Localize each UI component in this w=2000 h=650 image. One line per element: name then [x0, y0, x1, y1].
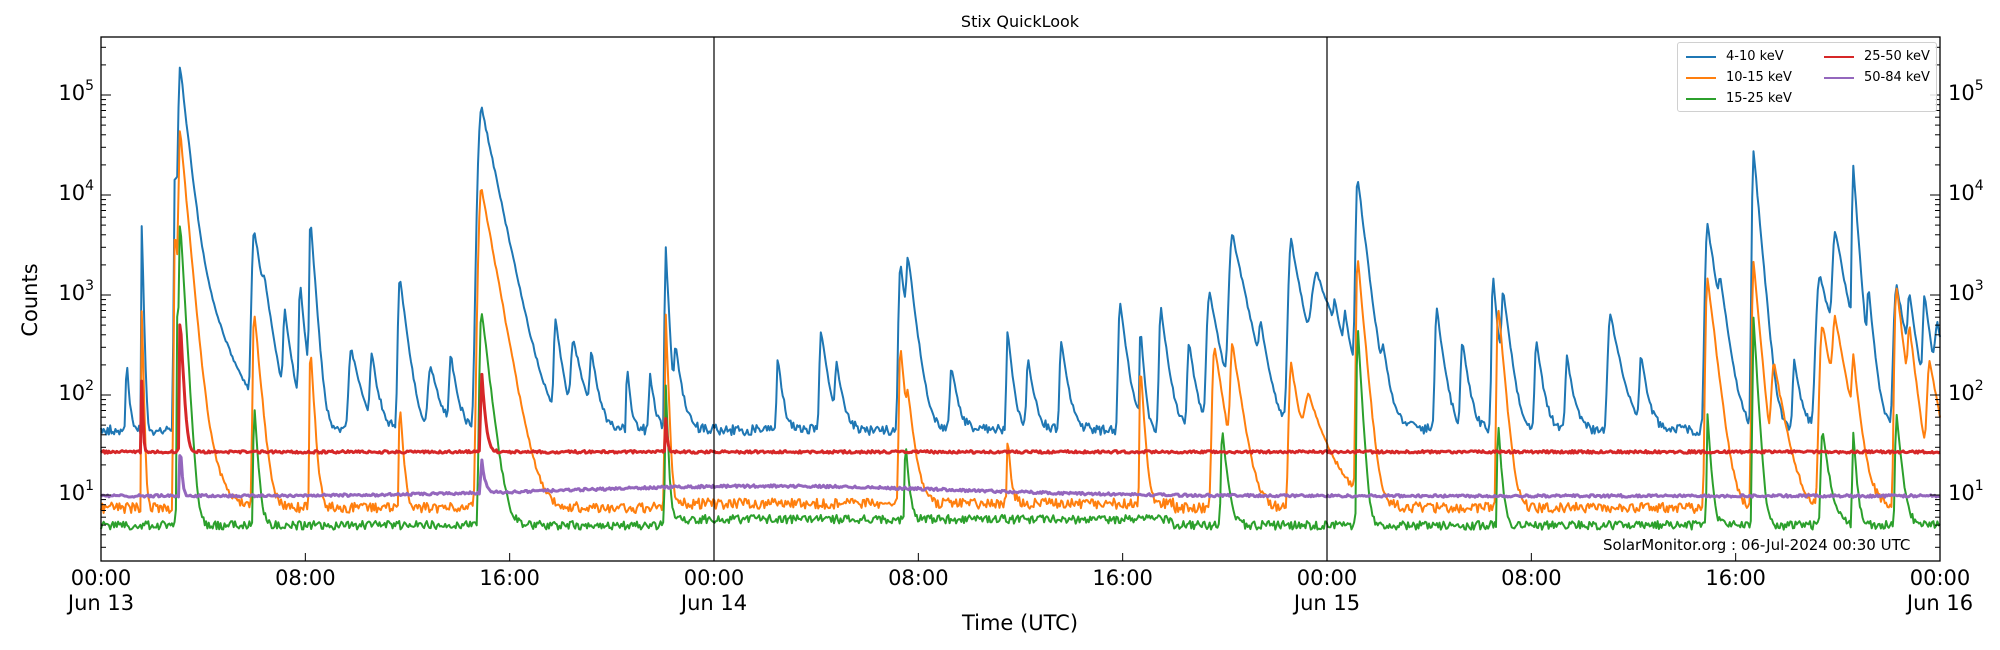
- legend: 4-10 keV 10-15 keV 15-25 keV 25-50 keV 5…: [1677, 42, 1937, 112]
- chart-title: Stix QuickLook: [960, 12, 1080, 31]
- legend-swatch: [1824, 55, 1854, 58]
- x-tick-label: 16:00: [1092, 566, 1153, 590]
- legend-label: 15-25 keV: [1726, 91, 1792, 106]
- legend-item-10-15kev: 10-15 keV: [1686, 70, 1792, 85]
- x-tick-label: 16:00: [479, 566, 540, 590]
- y-tick-label-left: 103: [58, 278, 94, 305]
- legend-swatch: [1686, 55, 1716, 58]
- y-tick-label-left: 102: [58, 378, 94, 405]
- series-line-10-15kev: [100, 130, 1941, 514]
- x-tick-label: 08:00: [1501, 566, 1562, 590]
- y-tick-label-right: 102: [1948, 378, 1984, 405]
- source-annotation: SolarMonitor.org : 06-Jul-2024 00:30 UTC: [1603, 536, 1911, 554]
- legend-item-50-84kev: 50-84 keV: [1824, 70, 1930, 85]
- y-tick-label-right: 101: [1948, 478, 1984, 505]
- axis-ticks: [100, 46, 1941, 561]
- y-tick-label-left: 104: [58, 178, 94, 205]
- legend-swatch: [1686, 76, 1716, 79]
- x-tick-label: 00:00 Jun 16: [1906, 566, 1974, 615]
- x-tick-label: 16:00: [1705, 566, 1766, 590]
- y-axis-label: Counts: [18, 263, 42, 337]
- legend-label: 4-10 keV: [1726, 49, 1784, 64]
- legend-item-15-25kev: 15-25 keV: [1686, 91, 1792, 106]
- legend-item-4-10kev: 4-10 keV: [1686, 49, 1784, 64]
- day-separators: [713, 37, 1328, 561]
- series-line-25-50kev: [100, 323, 1941, 455]
- legend-label: 50-84 keV: [1864, 70, 1930, 85]
- x-tick-label: 00:00 Jun 13: [67, 566, 135, 615]
- legend-swatch: [1824, 76, 1854, 79]
- y-tick-label-right: 104: [1948, 178, 1984, 205]
- x-tick-label: 00:00 Jun 14: [680, 566, 748, 615]
- legend-item-25-50kev: 25-50 keV: [1824, 49, 1930, 64]
- legend-label: 10-15 keV: [1726, 70, 1792, 85]
- plot-frame: [100, 36, 1941, 562]
- x-tick-label: 08:00: [888, 566, 949, 590]
- series-line-50-84kev: [100, 454, 1941, 499]
- series-layer: [100, 66, 1941, 531]
- x-axis-label: Time (UTC): [961, 611, 1079, 635]
- y-tick-label-right: 103: [1948, 278, 1984, 305]
- y-tick-label-left: 101: [58, 478, 94, 505]
- series-line-4-10kev: [100, 66, 1941, 437]
- x-tick-label: 00:00 Jun 15: [1293, 566, 1361, 615]
- y-tick-label-left: 105: [58, 78, 94, 105]
- legend-label: 25-50 keV: [1864, 49, 1930, 64]
- x-tick-label: 08:00: [275, 566, 336, 590]
- series-line-15-25kev: [100, 225, 1941, 531]
- legend-swatch: [1686, 97, 1716, 100]
- y-tick-label-right: 105: [1948, 78, 1984, 105]
